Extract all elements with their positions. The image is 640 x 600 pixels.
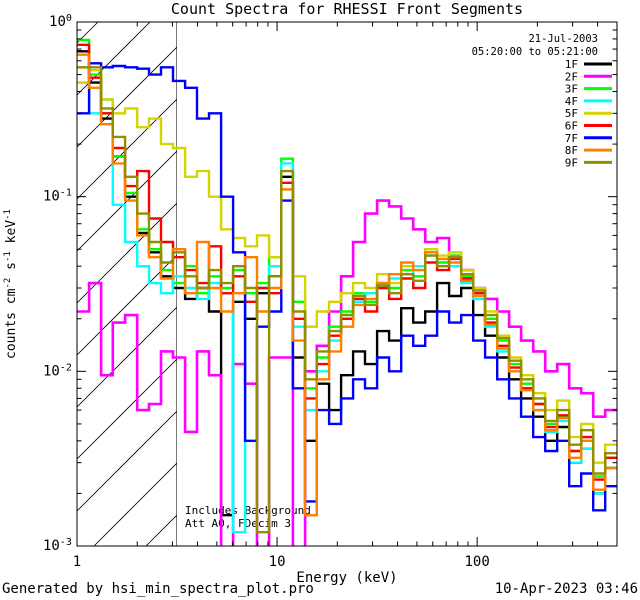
axis-ticks	[76, 21, 617, 547]
series-7F	[77, 62, 617, 512]
note-includes-background: Includes Background	[185, 504, 311, 517]
legend-item-5F: 5F	[565, 107, 612, 120]
y-tick-10e-3: 10-3	[43, 537, 72, 554]
y-tick-10e0: 100	[49, 13, 72, 30]
series-1F	[77, 50, 617, 517]
spectra-curves	[77, 38, 617, 546]
y-tick-10e-1: 10-1	[43, 188, 72, 205]
series-9F	[77, 66, 617, 534]
note-att-decim: Att A0, FDecim 3	[185, 517, 291, 530]
x-tick-100: 100	[465, 554, 490, 570]
y-tick-10e-2: 10-2	[43, 362, 72, 379]
x-axis-label: Energy (keV)	[296, 570, 397, 586]
footer-generator: Generated by hsi_min_spectra_plot.pro	[2, 581, 314, 597]
legend-label-3F: 3F	[565, 83, 578, 96]
legend-label-1F: 1F	[565, 58, 578, 71]
footer-timestamp: 10-Apr-2023 03:46	[495, 581, 638, 597]
y-axis-label: counts cm-2 s-1 keV-1	[3, 209, 19, 359]
legend-item-3F: 3F	[565, 83, 612, 96]
plot-box	[76, 21, 618, 547]
series-8F	[77, 53, 617, 517]
series-6F	[77, 43, 617, 481]
legend-item-2F: 2F	[565, 70, 612, 83]
x-tick-10: 10	[269, 554, 286, 570]
legend-item-8F: 8F	[565, 144, 612, 157]
legend-label-5F: 5F	[565, 107, 578, 120]
legend-item-7F: 7F	[565, 132, 612, 145]
date-label: 21-Jul-2003	[528, 33, 598, 45]
x-tick-labels: 1 10 100	[73, 554, 490, 570]
time-range-label: 05:20:00 to 05:21:00	[472, 46, 598, 58]
legend-item-4F: 4F	[565, 95, 612, 108]
legend-label-4F: 4F	[565, 95, 578, 108]
legend-label-9F: 9F	[565, 156, 578, 169]
y-tick-labels: 100 10-1 10-2 10-3	[43, 13, 72, 554]
legend-label-7F: 7F	[565, 132, 578, 145]
legend-item-6F: 6F	[565, 120, 612, 133]
series-2F	[77, 199, 617, 546]
series-5F	[77, 69, 617, 464]
plot-title: Count Spectra for RHESSI Front Segments	[171, 0, 523, 18]
series-3F	[77, 38, 617, 478]
legend-item-9F: 9F	[565, 156, 612, 169]
legend-label-8F: 8F	[565, 144, 578, 157]
legend-label-6F: 6F	[565, 120, 578, 133]
legend-label-2F: 2F	[565, 70, 578, 83]
x-tick-1: 1	[73, 554, 81, 570]
legend-item-1F: 1F	[565, 58, 612, 71]
series-4F	[77, 81, 617, 534]
